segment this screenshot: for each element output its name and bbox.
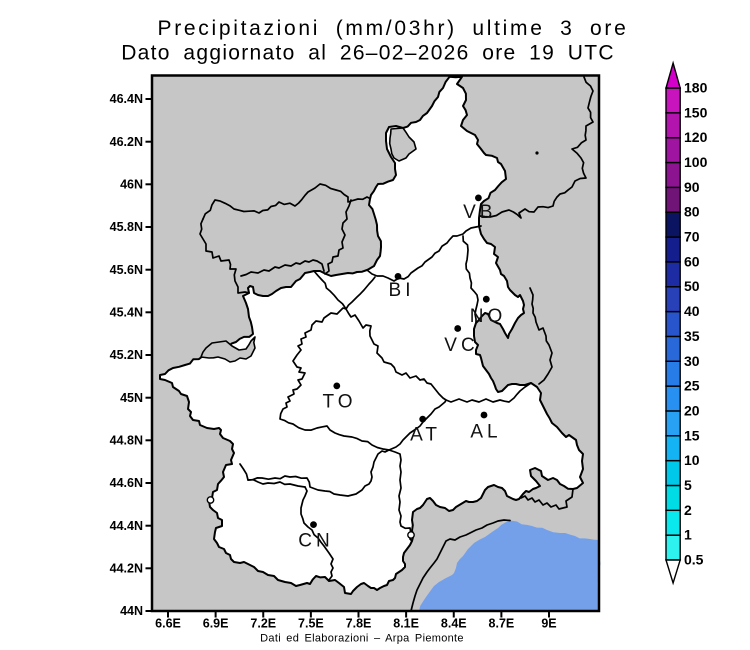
svg-text:0.5: 0.5 [684, 552, 704, 568]
svg-text:7.8E: 7.8E [346, 617, 372, 631]
svg-text:45.6N: 45.6N [110, 263, 143, 277]
svg-text:44N: 44N [120, 604, 143, 618]
svg-text:90: 90 [684, 179, 700, 195]
svg-text:45.4N: 45.4N [110, 306, 143, 320]
svg-text:30: 30 [684, 353, 700, 369]
svg-text:8.4E: 8.4E [441, 617, 467, 631]
svg-text:1: 1 [684, 527, 692, 543]
svg-text:46.2N: 46.2N [110, 135, 143, 149]
svg-text:35: 35 [684, 328, 700, 344]
svg-text:AL: AL [470, 422, 501, 443]
svg-text:VB: VB [463, 202, 496, 223]
svg-text:VC: VC [444, 335, 478, 356]
svg-text:CN: CN [298, 531, 333, 552]
svg-text:44.6N: 44.6N [110, 476, 143, 490]
svg-text:NO: NO [470, 306, 507, 327]
svg-text:45.2N: 45.2N [110, 348, 143, 362]
svg-text:44.2N: 44.2N [110, 562, 143, 576]
svg-text:AT: AT [410, 425, 441, 446]
svg-text:2: 2 [684, 502, 692, 518]
svg-text:50: 50 [684, 278, 700, 294]
svg-text:7.5E: 7.5E [298, 617, 324, 631]
svg-text:BI: BI [389, 280, 415, 301]
svg-text:Dati ed Elaborazioni – Arpa Pi: Dati ed Elaborazioni – Arpa Piemonte [260, 633, 464, 645]
svg-text:5: 5 [684, 477, 692, 493]
svg-text:45N: 45N [120, 391, 143, 405]
svg-text:80: 80 [684, 204, 700, 220]
svg-text:TO: TO [322, 392, 356, 413]
svg-text:44.4N: 44.4N [110, 519, 143, 533]
svg-text:46N: 46N [120, 178, 143, 192]
svg-text:20: 20 [684, 402, 700, 418]
svg-text:Precipitazioni (mm/03hr) ultim: Precipitazioni (mm/03hr) ultime 3 ore [157, 17, 628, 40]
svg-text:15: 15 [684, 427, 700, 443]
svg-text:6.6E: 6.6E [155, 617, 181, 631]
svg-text:46.4N: 46.4N [110, 92, 143, 106]
svg-text:10: 10 [684, 452, 700, 468]
svg-text:70: 70 [684, 229, 700, 245]
svg-text:25: 25 [684, 378, 700, 394]
svg-text:8.7E: 8.7E [489, 617, 515, 631]
svg-text:Dato aggiornato al 26–02–2026: Dato aggiornato al 26–02–2026 ore 19 UTC [121, 42, 615, 65]
svg-text:60: 60 [684, 253, 700, 269]
svg-text:40: 40 [684, 303, 700, 319]
svg-text:45.8N: 45.8N [110, 220, 143, 234]
svg-text:6.9E: 6.9E [203, 617, 229, 631]
svg-text:44.8N: 44.8N [110, 434, 143, 448]
svg-text:7.2E: 7.2E [250, 617, 276, 631]
svg-text:180: 180 [684, 80, 708, 96]
svg-text:150: 150 [684, 104, 708, 120]
svg-text:9E: 9E [541, 617, 556, 631]
svg-text:100: 100 [684, 154, 708, 170]
svg-text:120: 120 [684, 129, 708, 145]
svg-text:8.1E: 8.1E [393, 617, 419, 631]
